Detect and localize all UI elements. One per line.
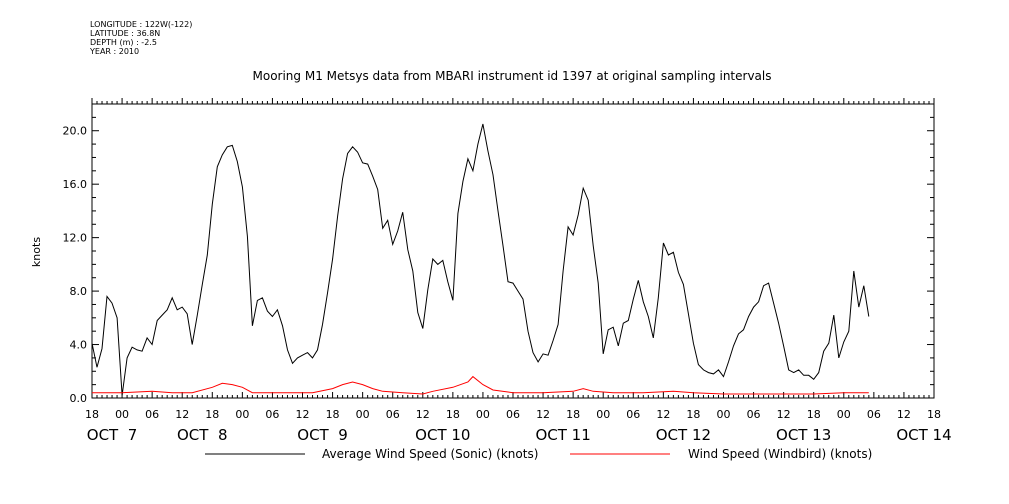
x-day-label: OCT 12 [656, 426, 711, 444]
chart-title: Mooring M1 Metsys data from MBARI instru… [253, 69, 772, 83]
x-axis: 18 00 06 12 18 00 06 12 18 00 06 12 18 00 06 12 18 00 06 12… [85, 98, 952, 444]
y-tick-label: 12.0 [63, 232, 88, 245]
x-hour-label: 06 [747, 408, 761, 421]
x-hour-label: 18 [205, 408, 219, 421]
x-day-label: OCT 10 [415, 426, 470, 444]
metadata-block: LONGITUDE : 122W(-122) LATITUDE : 36.8N … [90, 20, 192, 56]
x-day-label: OCT 13 [776, 426, 831, 444]
x-hour-label: 06 [626, 408, 640, 421]
x-hour-label: 12 [777, 408, 791, 421]
y-tick-label: 20.0 [63, 125, 88, 138]
y-tick-label: 16.0 [63, 178, 88, 191]
x-hour-label: 18 [446, 408, 460, 421]
x-hour-label: 00 [356, 408, 370, 421]
x-hour-label: 18 [686, 408, 700, 421]
series-line-sonic [91, 123, 870, 396]
x-hour-label: 12 [536, 408, 550, 421]
x-day-label: OCT 8 [177, 426, 228, 444]
y-tick-label: 8.0 [70, 285, 88, 298]
x-day-label: OCT 9 [297, 426, 348, 444]
y-tick-label: 4.0 [70, 339, 88, 352]
x-hour-label: 06 [506, 408, 520, 421]
x-hour-label: 12 [656, 408, 670, 421]
x-hour-label: 06 [867, 408, 881, 421]
y-axis-label: knots [30, 237, 43, 267]
longitude-label: LONGITUDE : 122W(-122) [90, 20, 193, 29]
depth-label: DEPTH (m) : -2.5 [90, 38, 157, 47]
x-hour-label: 00 [837, 408, 851, 421]
x-hour-label: 12 [416, 408, 430, 421]
x-day-label: OCT 11 [535, 426, 590, 444]
x-day-label: OCT 7 [87, 426, 138, 444]
x-hour-label: 00 [235, 408, 249, 421]
x-hour-label: 18 [566, 408, 580, 421]
x-hour-label: 18 [927, 408, 941, 421]
year-label: YEAR : 2010 [90, 47, 140, 56]
x-hour-label: 18 [326, 408, 340, 421]
latitude-label: LATITUDE : 36.8N [90, 29, 161, 38]
x-hour-label: 06 [145, 408, 159, 421]
x-hour-label: 00 [476, 408, 490, 421]
x-hour-label: 00 [717, 408, 731, 421]
x-hour-label: 06 [265, 408, 279, 421]
y-tick-label: 0.0 [70, 392, 88, 405]
x-hour-label: 06 [386, 408, 400, 421]
x-hour-label: 12 [175, 408, 189, 421]
legend-label: Average Wind Speed (Sonic) (knots) [322, 447, 538, 461]
x-hour-label: 00 [115, 408, 129, 421]
series-layer [91, 123, 870, 396]
legend-label: Wind Speed (Windbird) (knots) [688, 447, 872, 461]
x-hour-label: 18 [85, 408, 99, 421]
plot-frame [91, 103, 935, 399]
series-line-windbird [92, 375, 869, 395]
x-day-label: OCT 14 [896, 426, 951, 444]
x-hour-label: 18 [807, 408, 821, 421]
legend: Average Wind Speed (Sonic) (knots) Wind S… [205, 447, 872, 461]
y-axis: 0.0 4.0 8.0 12.0 16.0 20.0 [63, 116, 934, 405]
x-hour-label: 12 [296, 408, 310, 421]
x-hour-label: 12 [897, 408, 911, 421]
x-hour-label: 00 [596, 408, 610, 421]
